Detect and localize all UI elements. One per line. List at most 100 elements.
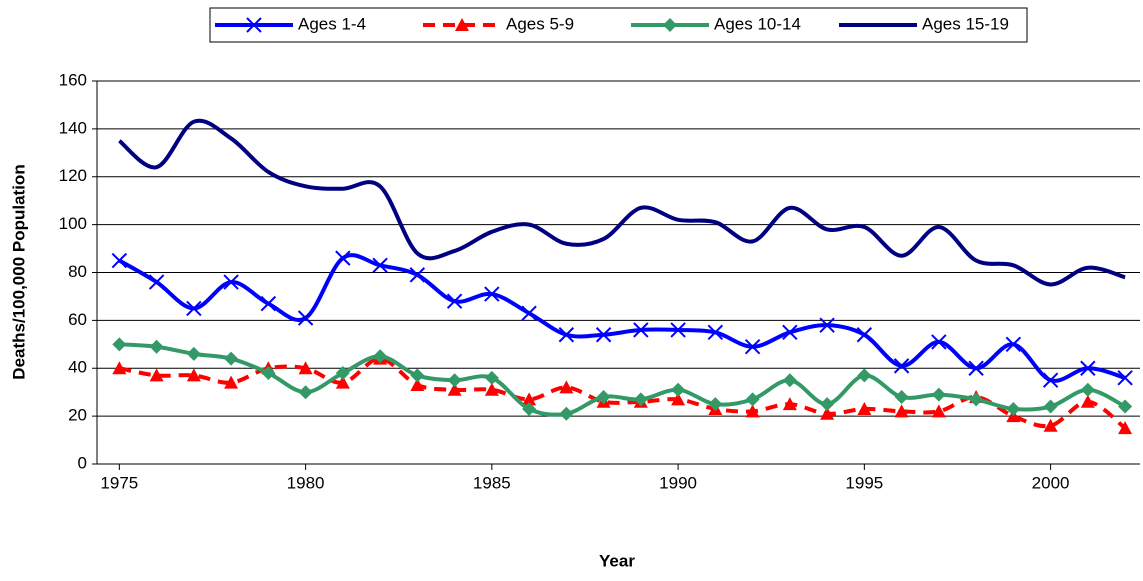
marker — [149, 368, 164, 382]
marker — [671, 382, 686, 397]
marker — [335, 375, 350, 389]
marker — [446, 293, 463, 309]
marker — [671, 392, 686, 406]
marker — [522, 392, 537, 406]
marker — [111, 252, 128, 269]
y-tick-label: 0 — [78, 453, 87, 472]
marker — [1080, 360, 1096, 376]
marker — [260, 295, 277, 312]
marker — [670, 322, 686, 338]
marker — [1080, 394, 1095, 408]
marker — [224, 375, 239, 389]
marker — [224, 351, 239, 366]
marker — [969, 392, 984, 407]
marker — [782, 397, 797, 411]
marker — [112, 361, 127, 375]
y-tick-label: 140 — [59, 118, 87, 137]
marker — [782, 373, 797, 388]
marker — [745, 392, 760, 407]
marker — [596, 389, 611, 404]
marker — [1042, 372, 1059, 388]
marker — [335, 366, 350, 381]
marker — [857, 401, 872, 415]
y-tick-label: 60 — [68, 310, 87, 329]
marker — [484, 286, 500, 302]
marker — [484, 382, 499, 396]
marker — [894, 389, 909, 404]
y-axis-label: Deaths/100,000 Population — [9, 164, 28, 379]
marker — [447, 373, 462, 388]
marker — [522, 401, 537, 416]
marker — [148, 274, 165, 290]
y-tick-label: 20 — [68, 406, 87, 425]
marker — [246, 17, 262, 33]
marker — [1118, 421, 1133, 435]
marker — [223, 274, 239, 290]
x-tick-label: 1975 — [100, 473, 138, 492]
series-line — [118, 253, 1126, 383]
marker — [298, 385, 313, 400]
marker — [708, 397, 723, 412]
marker — [893, 358, 910, 374]
series-line — [119, 342, 1127, 417]
marker — [186, 300, 202, 317]
marker — [559, 380, 574, 394]
x-tick-label: 1990 — [659, 473, 697, 492]
marker — [447, 382, 462, 396]
marker — [894, 404, 909, 418]
marker — [335, 250, 351, 266]
marker — [931, 404, 946, 418]
y-tick-label: 120 — [59, 166, 87, 185]
marker — [1117, 370, 1133, 386]
marker — [372, 257, 388, 274]
marker — [455, 18, 469, 31]
y-tick-label: 100 — [59, 214, 87, 233]
marker — [298, 361, 313, 375]
legend-label: Ages 15-19 — [922, 14, 1009, 33]
marker — [633, 322, 649, 338]
marker — [409, 267, 426, 283]
marker — [410, 368, 425, 383]
marker — [968, 360, 984, 376]
marker — [1043, 418, 1058, 432]
marker — [820, 406, 835, 420]
marker — [149, 339, 164, 354]
marker — [1080, 382, 1095, 397]
marker — [663, 18, 677, 32]
marker — [186, 368, 201, 382]
marker — [297, 310, 314, 326]
marker — [1005, 336, 1022, 353]
y-tick-label: 160 — [59, 70, 87, 89]
marker — [261, 366, 276, 381]
y-tick-label: 80 — [68, 262, 87, 281]
x-tick-label: 2000 — [1032, 473, 1070, 492]
legend-label: Ages 5-9 — [506, 14, 574, 33]
marker — [558, 327, 575, 343]
marker — [856, 327, 873, 343]
marker — [782, 324, 798, 341]
marker — [820, 397, 835, 412]
marker — [484, 370, 499, 385]
marker — [931, 387, 946, 402]
series-line — [118, 118, 1126, 287]
marker — [1043, 399, 1058, 414]
y-tick-label: 40 — [68, 358, 87, 377]
marker — [521, 305, 537, 321]
marker — [707, 324, 724, 341]
legend: Ages 1-4 Ages 5-9 Ages 10-14 Ages 15-19 — [209, 7, 1028, 43]
x-tick-label: 1995 — [845, 473, 883, 492]
marker — [745, 404, 760, 418]
x-axis-label: Year — [599, 551, 635, 570]
x-tick-label: 1985 — [473, 473, 511, 492]
marker — [633, 392, 648, 407]
legend-label: Ages 1-4 — [298, 14, 366, 33]
x-tick-label: 1980 — [287, 473, 325, 492]
marker — [744, 338, 761, 355]
marker — [410, 378, 425, 392]
marker — [819, 317, 835, 333]
marker — [186, 346, 201, 361]
marker — [1118, 399, 1133, 414]
marker — [112, 337, 127, 352]
marker — [931, 334, 947, 350]
